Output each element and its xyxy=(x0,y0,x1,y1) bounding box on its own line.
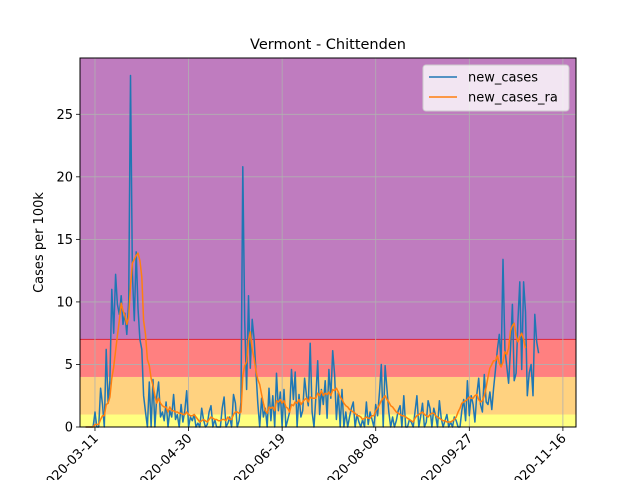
x-axis: 2020-03-11 2020-04-30 2020-06-19 2020-08-08… xyxy=(38,427,570,480)
y-tick-label: 20 xyxy=(56,170,73,185)
x-tick-label: 2020-11-16 xyxy=(506,431,570,480)
x-tick-label: 2020-09-27 xyxy=(412,431,476,480)
y-axis: 0 5 10 15 20 25 xyxy=(56,108,80,436)
y-tick-label: 10 xyxy=(56,295,73,310)
legend-box xyxy=(422,64,570,112)
series-lines xyxy=(85,74,540,428)
x-tick-label: 2020-04-30 xyxy=(131,431,195,480)
legend: new_cases new_cases_ra xyxy=(422,64,570,112)
chart-title: Vermont - Chittenden xyxy=(250,37,406,53)
plot-frame xyxy=(79,57,577,428)
risk-band xyxy=(80,339,576,377)
y-tick-label: 25 xyxy=(56,108,73,123)
risk-bands xyxy=(80,58,576,427)
x-tick-label: 2020-06-19 xyxy=(225,431,289,480)
legend-label: new_cases_ra xyxy=(468,91,558,106)
x-tick-label: 2020-03-11 xyxy=(38,431,102,480)
y-tick-label: 0 xyxy=(65,421,73,436)
y-tick-label: 5 xyxy=(65,358,73,373)
x-tick-label: 2020-08-08 xyxy=(319,431,383,480)
series-line-new-cases-ra xyxy=(85,252,527,428)
y-axis-label: Cases per 100k xyxy=(32,192,47,293)
legend-label: new_cases xyxy=(468,71,538,86)
y-tick-label: 15 xyxy=(56,233,73,248)
